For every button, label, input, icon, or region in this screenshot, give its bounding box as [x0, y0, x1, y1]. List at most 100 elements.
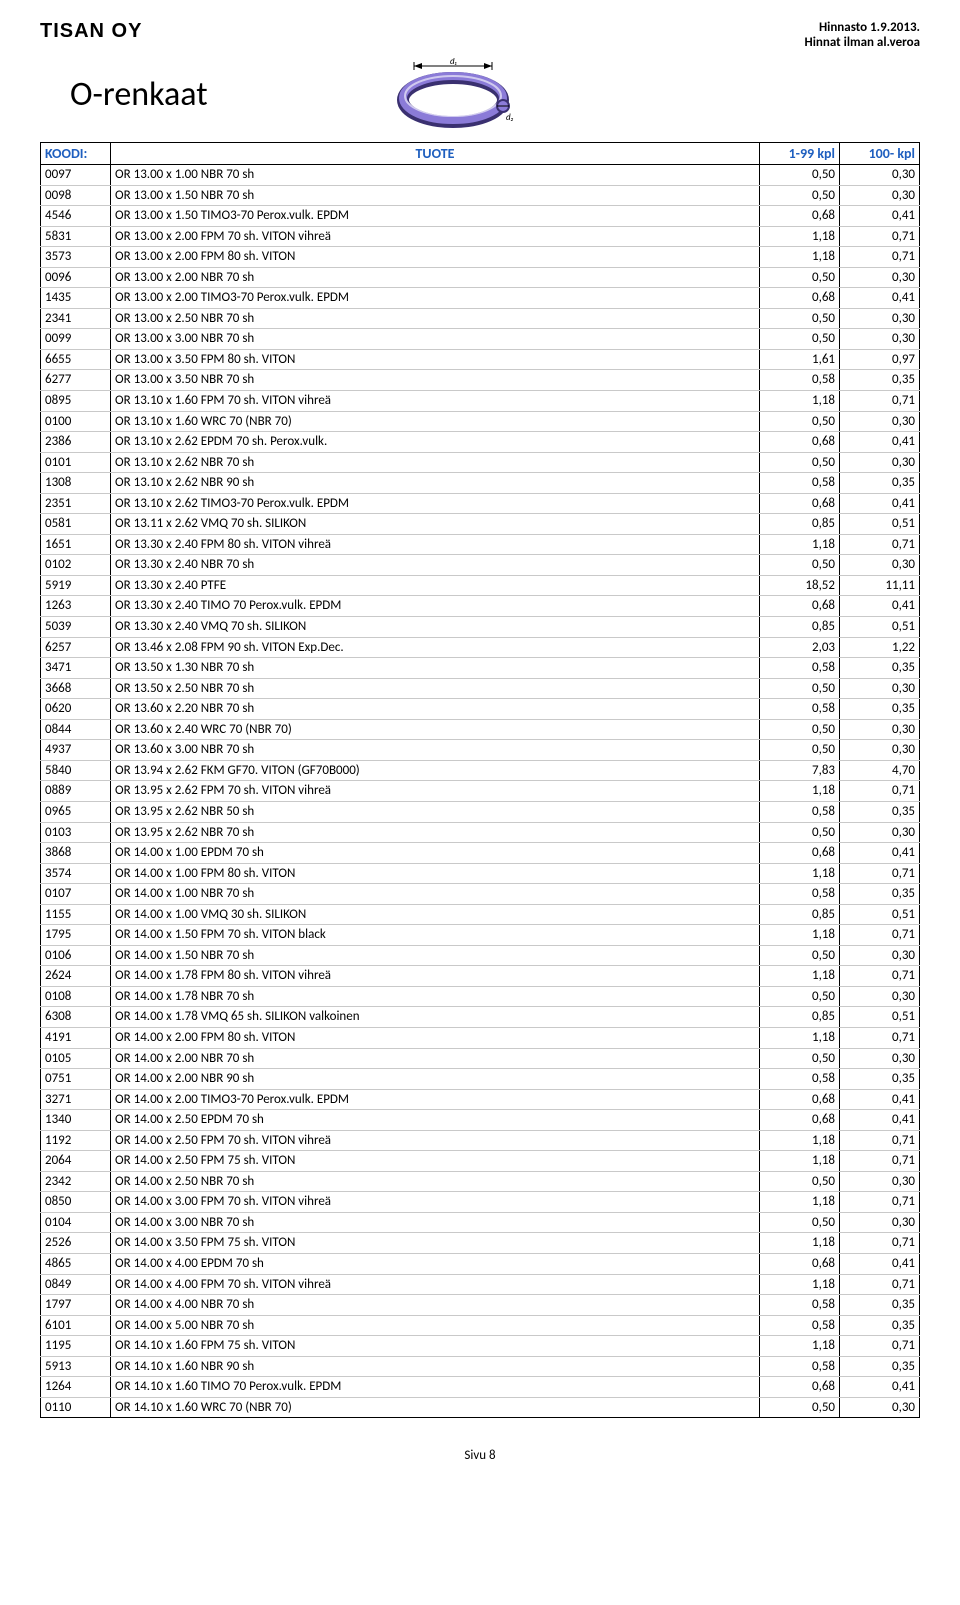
table-row: 0850OR 14.00 x 3.00 FPM 70 sh. VITON vih…: [41, 1192, 920, 1213]
cell-price-100: 0,41: [840, 206, 920, 227]
cell-product: OR 13.10 x 2.62 EPDM 70 sh. Perox.vulk.: [111, 432, 760, 453]
cell-price-100: 4,70: [840, 760, 920, 781]
table-row: 4546OR 13.00 x 1.50 TIMO3-70 Perox.vulk.…: [41, 206, 920, 227]
cell-price-100: 0,71: [840, 1027, 920, 1048]
cell-product: OR 13.95 x 2.62 FPM 70 sh. VITON vihreä: [111, 781, 760, 802]
cell-code: 1795: [41, 925, 111, 946]
cell-code: 0097: [41, 165, 111, 186]
cell-price-100: 0,30: [840, 678, 920, 699]
cell-price-1-99: 0,58: [760, 1315, 840, 1336]
cell-code: 0107: [41, 884, 111, 905]
cell-price-1-99: 1,18: [760, 534, 840, 555]
cell-price-100: 0,51: [840, 617, 920, 638]
page-title: O-renkaat: [70, 74, 208, 115]
cell-product: OR 13.46 x 2.08 FPM 90 sh. VITON Exp.Dec…: [111, 637, 760, 658]
cell-price-100: 0,30: [840, 308, 920, 329]
cell-price-1-99: 0,50: [760, 185, 840, 206]
cell-product: OR 13.00 x 1.50 TIMO3-70 Perox.vulk. EPD…: [111, 206, 760, 227]
cell-price-1-99: 1,18: [760, 1336, 840, 1357]
cell-price-100: 1,22: [840, 637, 920, 658]
header-koodi: KOODI:: [41, 143, 111, 165]
table-row: 5913OR 14.10 x 1.60 NBR 90 sh0,580,35: [41, 1356, 920, 1377]
cell-price-100: 0,30: [840, 1212, 920, 1233]
cell-price-100: 0,71: [840, 925, 920, 946]
cell-price-100: 0,71: [840, 1336, 920, 1357]
cell-price-1-99: 0,50: [760, 822, 840, 843]
cell-code: 0108: [41, 986, 111, 1007]
table-row: 4937OR 13.60 x 3.00 NBR 70 sh0,500,30: [41, 740, 920, 761]
cell-product: OR 13.60 x 3.00 NBR 70 sh: [111, 740, 760, 761]
cell-product: OR 14.00 x 1.78 NBR 70 sh: [111, 986, 760, 1007]
cell-code: 0850: [41, 1192, 111, 1213]
cell-product: OR 14.00 x 1.78 VMQ 65 sh. SILIKON valko…: [111, 1007, 760, 1028]
cell-code: 0103: [41, 822, 111, 843]
cell-price-1-99: 7,83: [760, 760, 840, 781]
cell-code: 2351: [41, 493, 111, 514]
cell-product: OR 13.00 x 2.50 NBR 70 sh: [111, 308, 760, 329]
cell-product: OR 13.94 x 2.62 FKM GF70. VITON (GF70B00…: [111, 760, 760, 781]
cell-product: OR 14.00 x 1.78 FPM 80 sh. VITON vihreä: [111, 966, 760, 987]
cell-price-100: 0,35: [840, 1295, 920, 1316]
cell-price-100: 0,71: [840, 534, 920, 555]
table-row: 1435OR 13.00 x 2.00 TIMO3-70 Perox.vulk.…: [41, 288, 920, 309]
cell-code: 2624: [41, 966, 111, 987]
cell-code: 0965: [41, 801, 111, 822]
cell-price-1-99: 0,68: [760, 1377, 840, 1398]
table-row: 3271OR 14.00 x 2.00 TIMO3-70 Perox.vulk.…: [41, 1089, 920, 1110]
cell-code: 0844: [41, 719, 111, 740]
table-body: 0097OR 13.00 x 1.00 NBR 70 sh0,500,30009…: [41, 165, 920, 1418]
cell-price-1-99: 0,50: [760, 1212, 840, 1233]
table-row: 0102OR 13.30 x 2.40 NBR 70 sh0,500,30: [41, 555, 920, 576]
cell-code: 5913: [41, 1356, 111, 1377]
cell-code: 5840: [41, 760, 111, 781]
cell-product: OR 13.30 x 2.40 NBR 70 sh: [111, 555, 760, 576]
cell-product: OR 14.00 x 4.00 FPM 70 sh. VITON vihreä: [111, 1274, 760, 1295]
cell-product: OR 14.10 x 1.60 TIMO 70 Perox.vulk. EPDM: [111, 1377, 760, 1398]
price-table: KOODI: TUOTE 1-99 kpl 100- kpl 0097OR 13…: [40, 142, 920, 1418]
cell-price-1-99: 0,58: [760, 370, 840, 391]
cell-product: OR 14.00 x 5.00 NBR 70 sh: [111, 1315, 760, 1336]
table-row: 0844OR 13.60 x 2.40 WRC 70 (NBR 70)0,500…: [41, 719, 920, 740]
cell-price-1-99: 0,50: [760, 411, 840, 432]
cell-product: OR 14.00 x 3.50 FPM 75 sh. VITON: [111, 1233, 760, 1254]
table-row: 1263OR 13.30 x 2.40 TIMO 70 Perox.vulk. …: [41, 596, 920, 617]
cell-product: OR 14.00 x 4.00 EPDM 70 sh: [111, 1253, 760, 1274]
cell-price-100: 0,30: [840, 411, 920, 432]
cell-price-1-99: 0,68: [760, 1089, 840, 1110]
cell-price-100: 0,30: [840, 1171, 920, 1192]
cell-price-1-99: 1,18: [760, 1027, 840, 1048]
cell-price-100: 0,35: [840, 1069, 920, 1090]
table-row: 0620OR 13.60 x 2.20 NBR 70 sh0,580,35: [41, 699, 920, 720]
table-row: 1308OR 13.10 x 2.62 NBR 90 sh0,580,35: [41, 473, 920, 494]
table-row: 0849OR 14.00 x 4.00 FPM 70 sh. VITON vih…: [41, 1274, 920, 1295]
cell-code: 3574: [41, 863, 111, 884]
cell-price-100: 0,30: [840, 822, 920, 843]
cell-price-1-99: 0,68: [760, 1253, 840, 1274]
cell-price-1-99: 0,58: [760, 1356, 840, 1377]
cell-product: OR 13.30 x 2.40 FPM 80 sh. VITON vihreä: [111, 534, 760, 555]
cell-price-1-99: 0,68: [760, 288, 840, 309]
cell-product: OR 14.00 x 2.50 NBR 70 sh: [111, 1171, 760, 1192]
cell-price-1-99: 2,03: [760, 637, 840, 658]
cell-price-1-99: 1,18: [760, 781, 840, 802]
cell-price-100: 0,35: [840, 884, 920, 905]
table-row: 2064OR 14.00 x 2.50 FPM 75 sh. VITON1,18…: [41, 1151, 920, 1172]
cell-code: 1797: [41, 1295, 111, 1316]
table-row: 0098OR 13.00 x 1.50 NBR 70 sh0,500,30: [41, 185, 920, 206]
cell-product: OR 14.10 x 1.60 NBR 90 sh: [111, 1356, 760, 1377]
cell-price-100: 0,30: [840, 267, 920, 288]
cell-product: OR 14.00 x 4.00 NBR 70 sh: [111, 1295, 760, 1316]
table-row: 2386OR 13.10 x 2.62 EPDM 70 sh. Perox.vu…: [41, 432, 920, 453]
cell-price-100: 0,35: [840, 1356, 920, 1377]
cell-price-100: 0,41: [840, 288, 920, 309]
cell-price-100: 0,71: [840, 391, 920, 412]
cell-product: OR 13.10 x 1.60 WRC 70 (NBR 70): [111, 411, 760, 432]
cell-product: OR 13.95 x 2.62 NBR 50 sh: [111, 801, 760, 822]
cell-product: OR 13.10 x 2.62 NBR 70 sh: [111, 452, 760, 473]
cell-code: 0620: [41, 699, 111, 720]
cell-product: OR 14.00 x 2.00 TIMO3-70 Perox.vulk. EPD…: [111, 1089, 760, 1110]
cell-price-1-99: 1,61: [760, 349, 840, 370]
cell-code: 0100: [41, 411, 111, 432]
table-row: 0096OR 13.00 x 2.00 NBR 70 sh0,500,30: [41, 267, 920, 288]
cell-code: 0098: [41, 185, 111, 206]
